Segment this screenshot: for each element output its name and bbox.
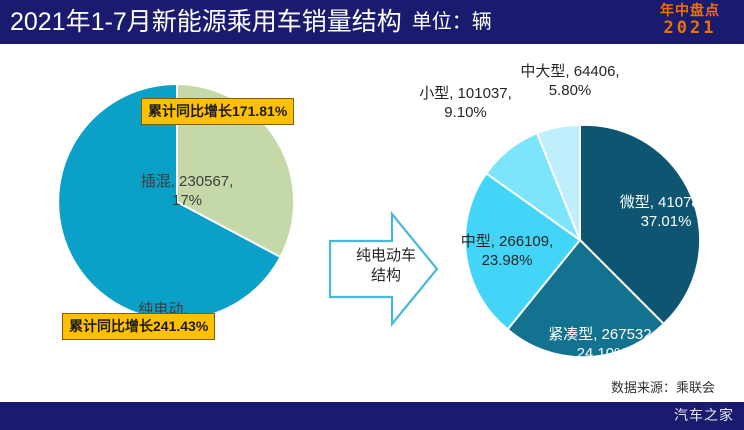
pie-slice-large — [535, 123, 581, 241]
source-note: 数据来源：乘联会 — [611, 380, 716, 395]
footer-bar — [0, 402, 744, 430]
right-pie-chart — [464, 123, 702, 359]
campaign-logo-line1: 年中盘点 — [660, 2, 720, 18]
label-micro: 微型, 410789, 37.01% — [619, 194, 713, 230]
chart-canvas: 插混, 230567, 17% 纯电动, 1109873, 83% 累计同比增长… — [0, 44, 744, 402]
pie-slice-phev — [176, 82, 296, 259]
label-medium: 中型, 266109, 23.98% — [460, 233, 554, 269]
site-watermark: 汽车之家 — [674, 407, 734, 423]
pie-slice-micro — [579, 123, 702, 326]
pie-slice-medium — [464, 172, 582, 331]
header-bar: 2021年1-7月新能源乘用车销量结构 单位：辆 年中盘点 2021 — [0, 0, 744, 44]
charts-svg — [57, 82, 702, 359]
callout-bev-growth: 累计同比增长241.43% — [62, 313, 216, 340]
left-pie-chart — [57, 82, 296, 321]
label-phev: 插混, 230567, 17% — [140, 173, 234, 209]
page-title-unit: 单位：辆 — [411, 11, 492, 33]
label-large: 中大型, 64406, 5.80% — [520, 63, 620, 99]
campaign-logo: 年中盘点 2021 — [642, 1, 738, 43]
label-compact: 紧凑型, 267532, 24.10% — [548, 326, 656, 362]
process-arrow — [328, 210, 439, 328]
label-small: 小型, 101037, 9.10% — [419, 85, 512, 121]
arrow-label: 纯电动车 结构 — [355, 247, 416, 284]
page-title: 2021年1-7月新能源乘用车销量结构 单位：辆 — [10, 4, 492, 40]
callout-phev-growth: 累计同比增长171.81% — [141, 98, 295, 125]
page-title-text: 2021年1-7月新能源乘用车销量结构 — [10, 8, 402, 36]
campaign-logo-line2: 2021 — [663, 18, 717, 38]
pie-slice-compact — [506, 238, 666, 359]
pie-slice-bev — [57, 82, 282, 321]
